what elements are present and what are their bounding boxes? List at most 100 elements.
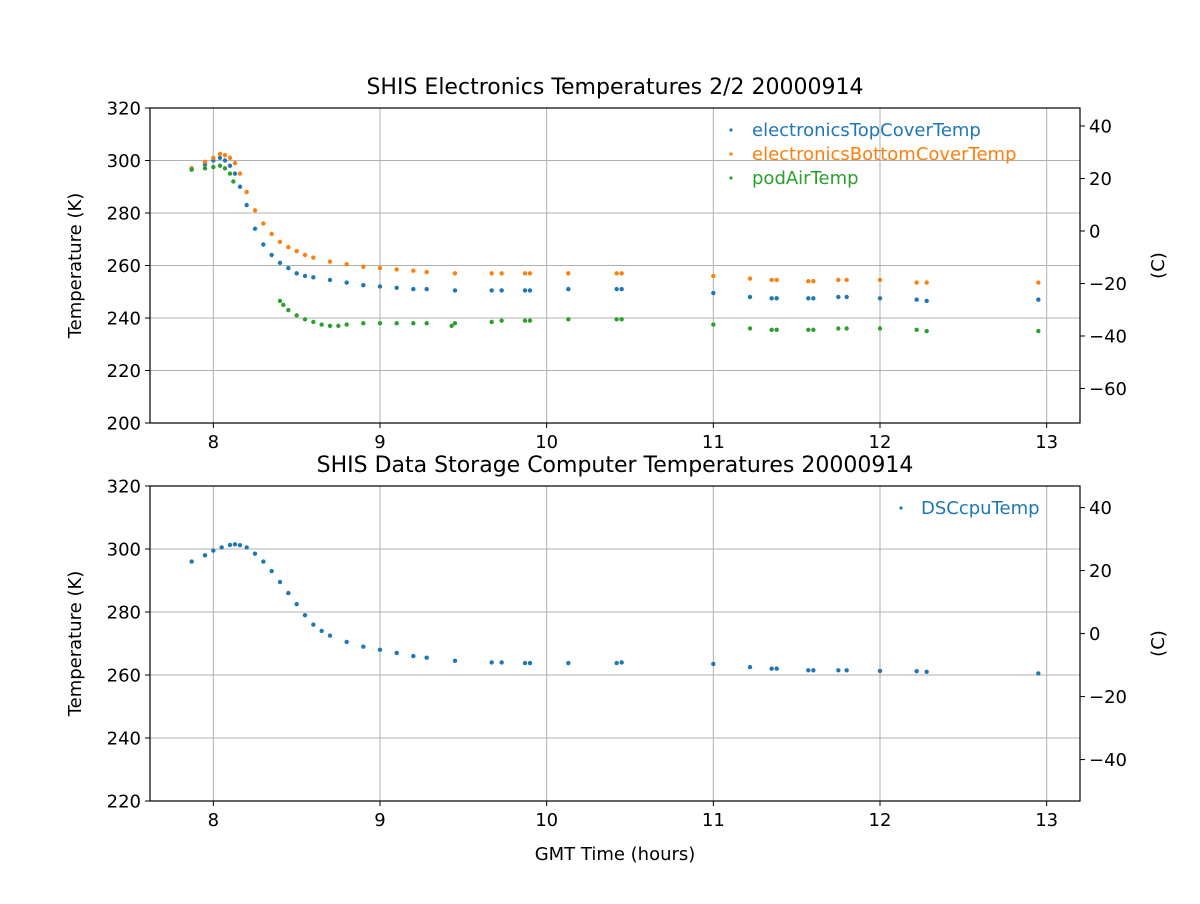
- data-point: [261, 242, 266, 247]
- data-point: [619, 286, 624, 292]
- data-point: [711, 273, 716, 279]
- data-point: [489, 288, 494, 293]
- data-point: [844, 294, 849, 300]
- x-tick-label: 13: [1035, 810, 1058, 831]
- data-point: [527, 660, 533, 666]
- data-point: [189, 559, 194, 564]
- data-point: [1036, 297, 1041, 302]
- data-point: [711, 322, 716, 327]
- data-point: [424, 286, 429, 292]
- legend-label: DSCcpuTemp: [921, 498, 1040, 519]
- data-point: [614, 271, 619, 276]
- data-point: [489, 319, 494, 325]
- series-electronicsTopCoverTemp: [189, 155, 1041, 304]
- data-point: [237, 543, 243, 548]
- data-point: [269, 568, 274, 574]
- data-point: [211, 548, 216, 553]
- data-point: [281, 302, 286, 308]
- data-point: [914, 669, 919, 674]
- data-point: [747, 326, 753, 331]
- data-point: [217, 151, 223, 157]
- y-tick-label: 240: [107, 729, 141, 750]
- y2-tick-label: −20: [1089, 687, 1127, 708]
- x-tick-label: 9: [374, 810, 385, 831]
- data-point: [232, 171, 238, 176]
- data-point: [924, 328, 929, 334]
- data-point: [522, 271, 528, 276]
- data-point: [327, 277, 333, 283]
- x-tick-label: 10: [535, 810, 558, 831]
- y-tick-label: 300: [107, 540, 141, 561]
- data-point: [527, 318, 533, 323]
- data-point: [836, 668, 841, 673]
- y2-tick-label: 40: [1089, 116, 1112, 137]
- data-point: [774, 296, 779, 301]
- data-point: [411, 321, 416, 326]
- y-tick-label: 320: [107, 477, 141, 498]
- y-tick-label: 260: [107, 666, 141, 687]
- data-point: [619, 317, 624, 322]
- data-point: [211, 155, 216, 161]
- x-tick-label: 9: [374, 432, 385, 453]
- data-point: [286, 307, 291, 313]
- data-point: [877, 296, 883, 301]
- data-point: [844, 277, 849, 283]
- data-point: [319, 628, 324, 634]
- data-point: [411, 286, 416, 292]
- data-point: [527, 288, 533, 293]
- data-point: [244, 202, 249, 208]
- data-point: [311, 255, 316, 260]
- data-point: [411, 268, 416, 273]
- data-point: [302, 317, 308, 322]
- data-point: [286, 244, 291, 250]
- data-point: [811, 279, 816, 284]
- y-tick-label: 220: [107, 361, 141, 382]
- data-point: [294, 601, 299, 607]
- x-tick-label: 8: [208, 432, 219, 453]
- data-point: [499, 318, 504, 323]
- data-point: [924, 280, 929, 285]
- data-point: [361, 644, 366, 649]
- data-point: [914, 297, 919, 302]
- y2-axis-label-bottom: (C): [1148, 630, 1169, 657]
- y2-tick-label: 20: [1089, 169, 1112, 190]
- data-point: [377, 321, 383, 326]
- data-point: [489, 271, 494, 276]
- y2-tick-label: 0: [1089, 221, 1100, 242]
- data-point: [277, 260, 283, 266]
- data-point: [377, 284, 383, 289]
- data-point: [619, 660, 624, 665]
- y-axis-label-top: Temperature (K): [65, 193, 86, 340]
- data-point: [277, 579, 283, 585]
- data-point: [449, 323, 454, 329]
- y2-tick-label: −20: [1089, 274, 1127, 295]
- data-point: [806, 327, 811, 333]
- data-point: [222, 153, 228, 158]
- data-point: [237, 171, 243, 176]
- y2-tick-label: 40: [1089, 498, 1112, 519]
- data-point: [1036, 671, 1041, 676]
- data-point: [877, 326, 883, 331]
- data-point: [244, 189, 249, 195]
- data-point: [227, 542, 233, 548]
- data-point: [302, 252, 308, 258]
- data-point: [924, 669, 929, 675]
- data-point: [769, 296, 774, 301]
- data-point: [774, 666, 779, 671]
- data-point: [344, 280, 349, 285]
- data-point: [361, 321, 366, 326]
- data-point: [614, 286, 619, 292]
- y2-tick-label: 20: [1089, 561, 1112, 582]
- data-point: [344, 261, 349, 267]
- data-point: [394, 321, 399, 326]
- data-point: [261, 221, 266, 226]
- data-point: [222, 166, 228, 171]
- data-point: [452, 321, 458, 326]
- data-point: [344, 639, 349, 645]
- y2-tick-label: −60: [1089, 379, 1127, 400]
- legend-marker: [899, 506, 903, 510]
- x-axis-label-bottom: GMT Time (hours): [535, 844, 696, 865]
- data-point: [747, 276, 753, 281]
- y-axis-label-bottom: Temperature (K): [65, 571, 86, 718]
- data-point: [411, 653, 416, 659]
